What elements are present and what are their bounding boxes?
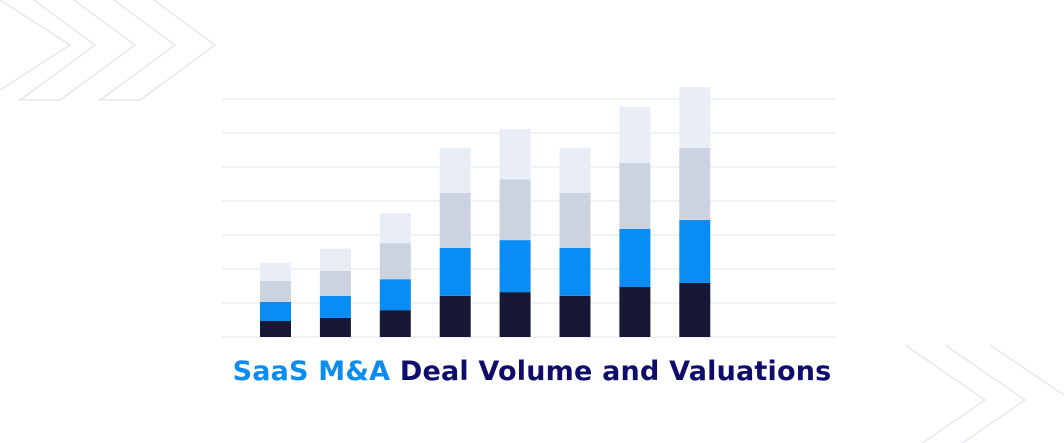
chevron-icon: [97, 0, 217, 101]
bar-segment-1: [559, 247, 591, 296]
chevron-icon: [989, 344, 1064, 396]
bar-segment-2: [619, 162, 651, 229]
bar-segment-2: [439, 192, 471, 248]
bar-stack: [379, 213, 411, 337]
bar-segment-1: [619, 228, 651, 288]
chevron-icon: [17, 0, 137, 101]
bar-segment-3: [260, 262, 291, 281]
bar-segment-3: [679, 87, 711, 148]
bar-stack: [499, 129, 531, 337]
bar-segment-0: [619, 287, 651, 337]
bar-segment-2: [559, 192, 591, 248]
bar-stack: [679, 87, 711, 337]
bar-stack: [559, 147, 591, 337]
bar-segment-1: [439, 247, 471, 296]
chart-title: SaaS M&A Deal Volume and Valuations: [0, 356, 1064, 387]
bar-segment-0: [679, 282, 711, 337]
chart-title-highlight: SaaS M&A: [232, 356, 391, 387]
chevron-icon: [0, 0, 72, 91]
chevron-icon: [944, 344, 1027, 443]
bar-segment-0: [319, 317, 351, 337]
bar-segment-3: [619, 106, 651, 163]
bar-segment-3: [379, 213, 411, 244]
bar-segment-1: [260, 301, 291, 322]
bar-segment-1: [499, 240, 531, 293]
bar-segment-0: [260, 321, 291, 337]
bar-segment-0: [379, 310, 411, 337]
bar-segment-2: [379, 243, 411, 280]
bar-segment-2: [260, 280, 291, 302]
bar-segment-3: [559, 147, 591, 193]
bar-stack: [439, 147, 471, 337]
bar-segment-0: [439, 295, 471, 337]
chart-title-rest: Deal Volume and Valuations: [399, 356, 832, 387]
bar-segment-3: [319, 248, 351, 271]
bar-segment-0: [499, 292, 531, 337]
bar-segment-1: [379, 279, 411, 311]
bar-segment-2: [319, 270, 351, 296]
bar-segment-2: [499, 179, 531, 241]
bar-segment-1: [319, 295, 351, 318]
chevron-icon: [904, 344, 987, 443]
bar-segment-3: [499, 129, 531, 180]
bar-stack: [260, 262, 291, 337]
bar-segment-0: [559, 295, 591, 337]
bar-stack: [619, 106, 651, 337]
bar-stack: [319, 248, 351, 337]
bar-segment-1: [679, 220, 711, 283]
bar-segment-2: [679, 147, 711, 221]
bar-segment-3: [439, 147, 471, 193]
bars: [260, 87, 711, 337]
